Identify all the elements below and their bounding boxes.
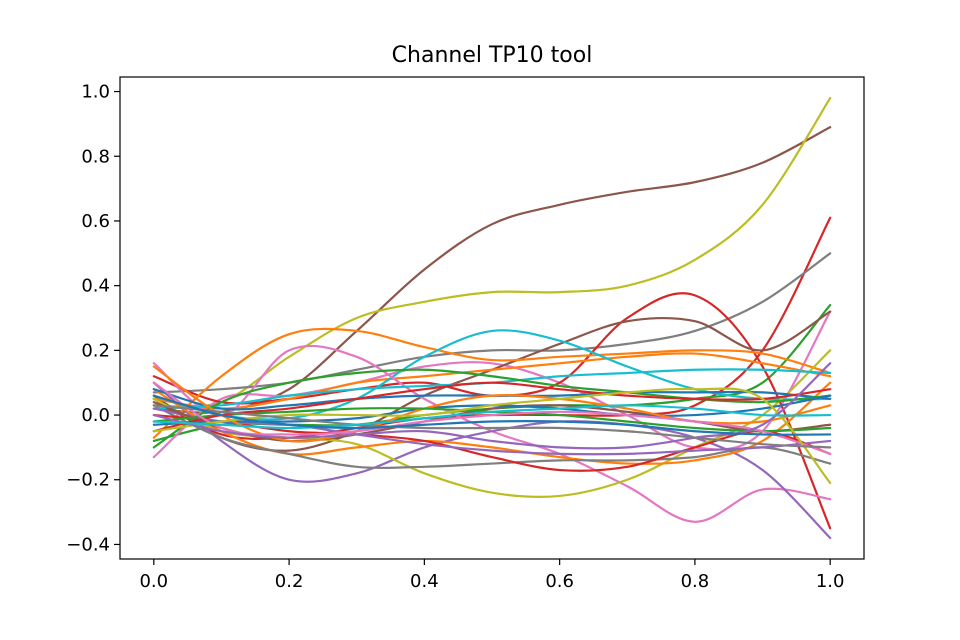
series-line-29 [152,362,832,450]
x-tick-label: 0.0 [139,571,168,592]
y-tick-label: 0.0 [81,405,110,426]
y-tick-label: 0.6 [81,211,110,232]
y-tick-label: 0.8 [81,146,110,167]
plot-frame [119,76,865,560]
series-line-10 [152,352,832,410]
x-tick-label: 0.4 [410,571,439,592]
series-line-22 [152,401,832,443]
series-line-9 [152,327,832,439]
y-tick-label: 0.2 [81,340,110,361]
x-tick-label: 0.2 [275,571,304,592]
y-tick-label: 1.0 [81,82,110,103]
y-axis: −0.4 −0.2 0.0 0.2 0.4 0.6 0.8 1.0 [66,82,120,555]
series-line-16 [152,404,832,469]
x-tick-label: 0.8 [681,571,710,592]
x-axis: 0.0 0.2 0.4 0.6 0.8 1.0 [139,559,845,592]
series-line-17 [152,413,832,472]
chart-title: Channel TP10 tool [392,43,593,68]
x-tick-label: 1.0 [816,571,845,592]
series-line-13 [152,381,832,540]
series-line-31 [152,404,832,430]
series-line-32 [152,394,832,436]
y-tick-label: −0.4 [66,534,110,555]
series-line-30 [152,404,832,449]
y-tick-label: 0.4 [81,276,110,297]
series-line-27 [152,381,832,455]
x-tick-label: 0.6 [545,571,574,592]
y-tick-label: −0.2 [66,470,110,491]
series-line-4 [152,252,832,394]
series-line-26 [152,381,832,433]
series-line-2 [152,96,832,408]
series-layer [152,96,832,540]
